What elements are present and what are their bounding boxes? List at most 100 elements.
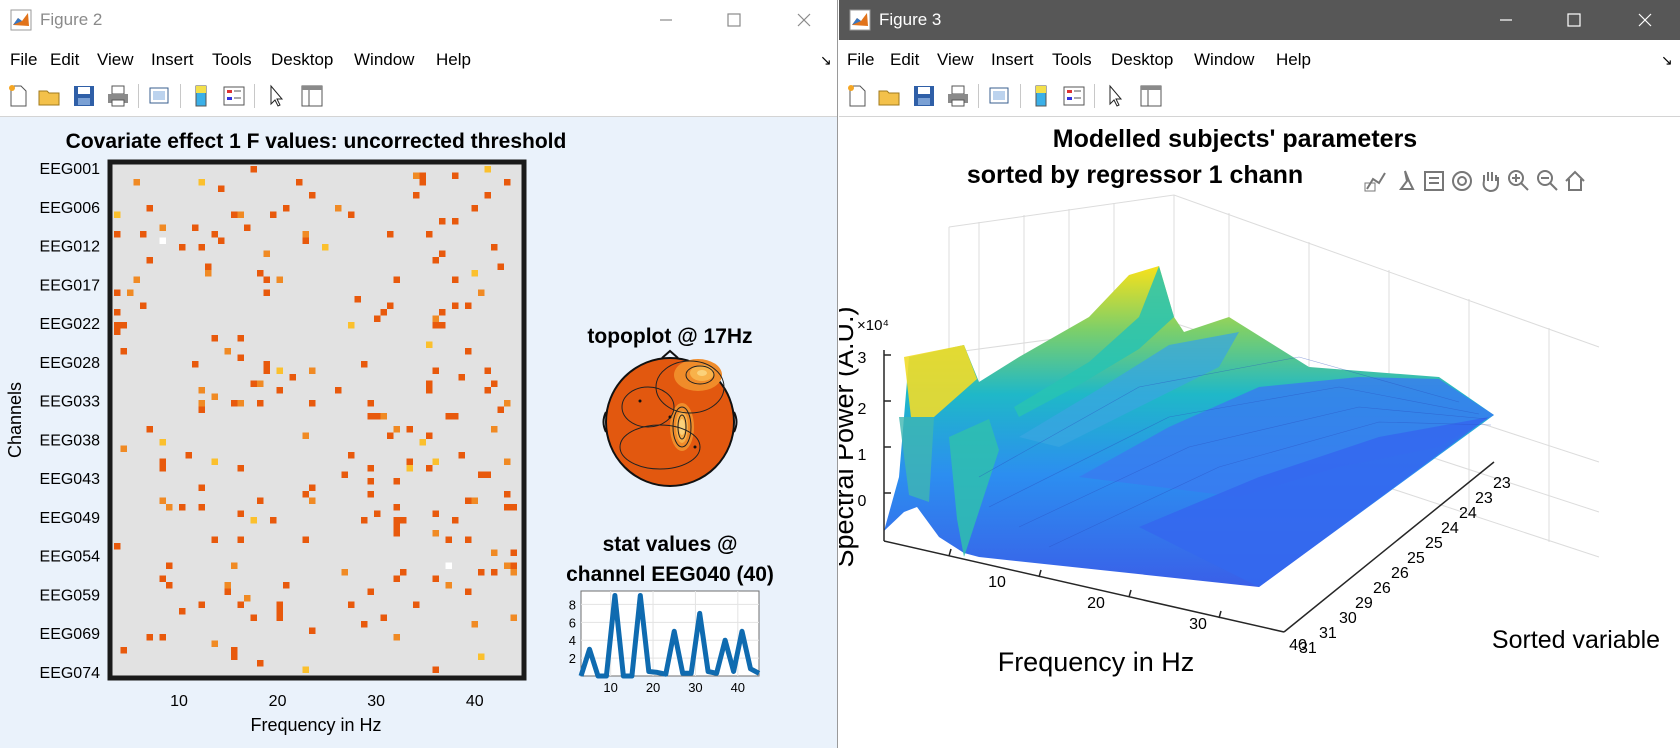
data-brush-icon[interactable] <box>1399 170 1415 190</box>
heatmap-cell <box>432 510 439 517</box>
heatmap-cell <box>367 465 374 472</box>
save-icon[interactable] <box>910 82 938 110</box>
heatmap-cell <box>367 400 374 407</box>
menu-desktop[interactable]: Desktop <box>271 50 334 69</box>
heatmap-cell <box>426 231 433 238</box>
surface-mesh[interactable] <box>884 266 1494 587</box>
heatmap-cell <box>120 647 127 654</box>
heatmap-cell <box>198 400 205 407</box>
heatmap-cell <box>257 497 264 504</box>
menu-tools[interactable]: Tools <box>212 50 252 69</box>
heatmap-cell <box>309 192 316 199</box>
dock-arrow-icon[interactable]: ↘ <box>1661 52 1673 68</box>
heatmap-cell <box>237 211 244 218</box>
heatmap-y-tick: EEG038 <box>40 432 101 449</box>
home-icon[interactable] <box>1565 170 1585 191</box>
heatmap-cell <box>510 562 517 569</box>
pointer-icon[interactable] <box>262 82 290 110</box>
property-inspector-icon[interactable] <box>1137 82 1165 110</box>
menu-help[interactable]: Help <box>436 50 471 69</box>
minimize-button[interactable] <box>1472 0 1540 40</box>
menu-edit[interactable]: Edit <box>890 50 920 69</box>
open-file-icon[interactable] <box>876 82 904 110</box>
heatmap-cell <box>452 517 459 524</box>
legend-icon[interactable] <box>220 82 248 110</box>
colorbar-icon[interactable] <box>1027 82 1055 110</box>
print-icon[interactable] <box>104 82 132 110</box>
toolbar-separator <box>1094 84 1095 108</box>
data-tips-icon[interactable] <box>1424 171 1444 191</box>
matlab-icon <box>10 9 32 31</box>
stat-title-line2: channel EEG040 (40) <box>566 563 774 586</box>
y-tick: 25 <box>1425 535 1443 552</box>
zoom-in-icon[interactable] <box>1508 170 1529 191</box>
heatmap-cell <box>250 166 257 173</box>
link-plot-icon[interactable] <box>985 82 1013 110</box>
heatmap-cell <box>198 504 205 511</box>
heatmap-cell <box>484 166 491 173</box>
menu-desktop[interactable]: Desktop <box>1111 50 1174 69</box>
menu-window[interactable]: Window <box>354 50 415 69</box>
menu-window[interactable]: Window <box>1194 50 1255 69</box>
close-button[interactable] <box>770 0 837 40</box>
link-plot-icon[interactable] <box>145 82 173 110</box>
maximize-button[interactable] <box>1540 0 1608 40</box>
open-file-icon[interactable] <box>36 82 64 110</box>
pointer-icon[interactable] <box>1101 82 1129 110</box>
heatmap-cell <box>133 276 140 283</box>
heatmap-cell <box>283 205 290 212</box>
menu-insert[interactable]: Insert <box>991 50 1034 69</box>
y-axis-label: Sorted variable <box>1492 626 1660 654</box>
property-inspector-icon[interactable] <box>298 82 326 110</box>
menu-view[interactable]: View <box>937 50 974 69</box>
heatmap-cell <box>263 367 270 374</box>
menu-insert[interactable]: Insert <box>151 50 194 69</box>
heatmap-cell <box>309 484 316 491</box>
legend-icon[interactable] <box>1060 82 1088 110</box>
heatmap-cell <box>263 361 270 368</box>
stat-y-tick: 2 <box>569 651 576 666</box>
toolbar-separator <box>138 84 139 108</box>
rotate-3d-icon[interactable] <box>1452 171 1472 191</box>
heatmap-cell <box>237 354 244 361</box>
heatmap-cell <box>491 569 498 576</box>
heatmap-plot-area[interactable] <box>110 162 524 678</box>
heatmap-cell <box>211 393 218 400</box>
maximize-button[interactable] <box>700 0 768 40</box>
menu-edit[interactable]: Edit <box>50 50 80 69</box>
y-tick: 30 <box>1339 610 1357 627</box>
menu-view[interactable]: View <box>97 50 134 69</box>
heatmap-cell <box>263 276 270 283</box>
minimize-button[interactable] <box>632 0 700 40</box>
new-figure-icon[interactable] <box>4 82 32 110</box>
heatmap-x-ticks: 10 20 30 40 <box>170 693 484 710</box>
heatmap-cell <box>348 601 355 608</box>
heatmap-cell <box>179 504 186 511</box>
close-button[interactable] <box>1611 0 1679 40</box>
pan-hand-icon[interactable] <box>1482 172 1499 193</box>
print-icon[interactable] <box>944 82 972 110</box>
heatmap-cell <box>159 458 166 465</box>
heatmap-cell <box>309 497 316 504</box>
menu-file[interactable]: File <box>847 50 875 69</box>
heatmap-y-tick: EEG074 <box>40 665 101 682</box>
save-icon[interactable] <box>70 82 98 110</box>
heatmap-cell <box>432 367 439 374</box>
menu-help[interactable]: Help <box>1276 50 1311 69</box>
menu-tools[interactable]: Tools <box>1052 50 1092 69</box>
topoplot-head[interactable] <box>602 349 738 487</box>
heatmap-cell <box>179 608 186 615</box>
heatmap-cell <box>341 569 348 576</box>
heatmap-cell <box>465 536 472 543</box>
heatmap-cell <box>302 237 309 244</box>
heatmap-cell <box>224 588 231 595</box>
brush-edit-icon[interactable] <box>1364 172 1386 192</box>
stat-x-tick: 30 <box>688 680 702 695</box>
zoom-out-icon[interactable] <box>1537 170 1558 191</box>
menu-file[interactable]: File <box>10 50 38 69</box>
heatmap-cell <box>179 244 186 251</box>
new-figure-icon[interactable] <box>843 82 871 110</box>
colorbar-icon[interactable] <box>187 82 215 110</box>
heatmap-cell <box>335 387 342 394</box>
dock-arrow-icon[interactable]: ↘ <box>820 52 832 68</box>
